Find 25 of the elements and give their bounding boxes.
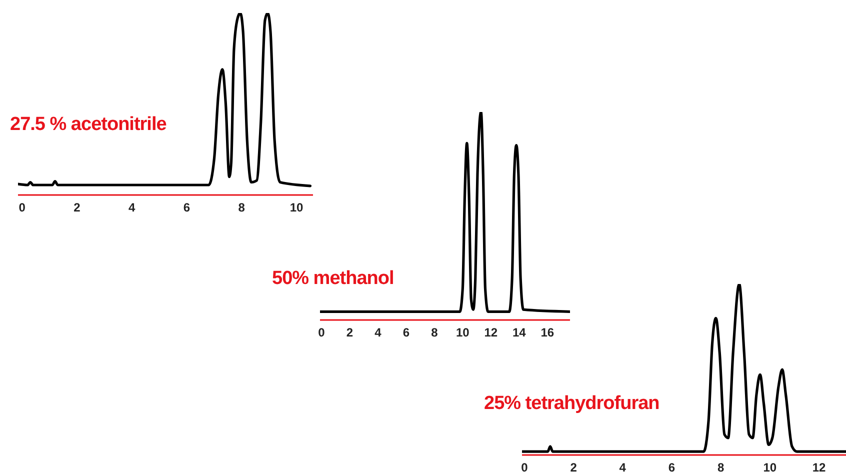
x-tick-label: 8 [238,200,246,215]
x-tick-label: 4 [128,200,136,215]
x-tick-label: 10 [763,460,777,472]
x-tick-label: 10 [456,326,470,340]
x-tick-label: 0 [318,326,326,340]
x-tick-label: 2 [570,460,578,472]
x-tick-label: 2 [74,200,81,215]
x-tick-label: 16 [540,326,554,340]
text: 27.5 % acetonitrile [10,114,166,136]
x-tick-label: 0 [18,200,26,215]
x-tick-label: 4 [374,326,382,340]
x-tick-label: 14 [512,326,526,340]
text: 50% methanol [272,268,394,290]
x-tick-label: 6 [183,200,190,215]
x-tick-label: 8 [717,460,724,472]
x-tick-label: 4 [619,460,626,472]
x-tick-label: 12 [812,460,826,472]
x-tick-label: 6 [402,326,410,340]
x-tick-label: 10 [290,200,304,215]
x-tick-label: 12 [484,326,498,340]
x-tick-label: 8 [431,326,438,340]
x-tick-label: 0 [521,460,528,472]
x-tick-label: 6 [668,460,676,472]
text: 25% tetrahydrofuran [484,393,660,415]
x-tick-label: 2 [346,326,354,340]
